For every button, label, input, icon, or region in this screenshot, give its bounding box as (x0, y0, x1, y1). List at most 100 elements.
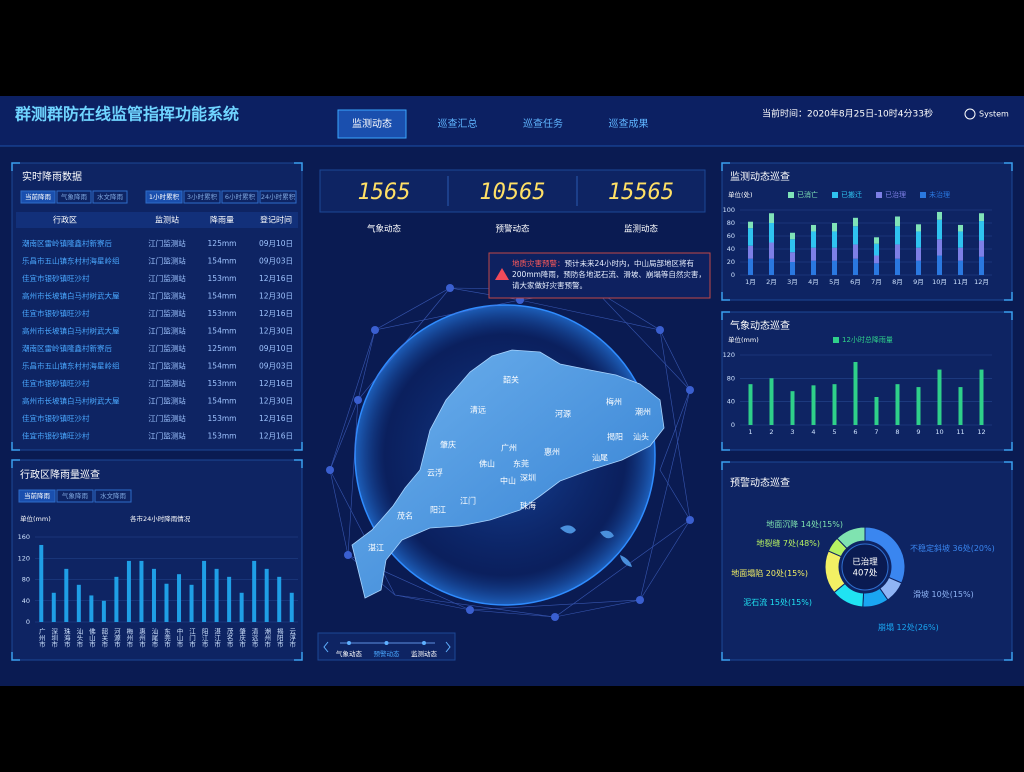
y-tick-label: 80 (22, 576, 30, 584)
nav-dot[interactable] (384, 641, 389, 645)
donut-label: 泥石流 15处(15%) (743, 597, 812, 607)
bar-segment (916, 260, 921, 275)
table-cell: 154mm (208, 397, 237, 406)
table-cell: 125mm (208, 344, 237, 353)
table-cell: 153mm (208, 274, 237, 283)
tab[interactable] (56, 489, 94, 503)
city-label: 河源 (555, 409, 571, 419)
table-cell: 佳宜市银砂镇旺沙村 (22, 431, 90, 441)
bar (189, 584, 194, 622)
city-label: 阳江 (430, 506, 446, 515)
table-cell: 09月10日 (259, 344, 293, 353)
nav-tab[interactable]: 巡查成果 (609, 117, 649, 130)
tab[interactable] (221, 190, 259, 204)
nav-label[interactable]: 预警动态 (374, 649, 401, 658)
bar-segment (895, 216, 900, 227)
tab[interactable] (259, 190, 297, 204)
bar-segment (853, 226, 858, 245)
bar-segment (790, 239, 795, 253)
tab-label[interactable]: 当前降雨 (25, 192, 52, 201)
user-icon (964, 108, 976, 120)
nav-label[interactable]: 气象动态 (336, 649, 363, 658)
city-label: 清远 (470, 405, 486, 415)
y-tick-label: 120 (723, 351, 735, 359)
bar-segment (811, 224, 816, 232)
x-tick-label: 11月 (953, 278, 968, 286)
table-cell: 江门监测站 (148, 343, 186, 353)
x-tick-label: 1月 (745, 278, 756, 286)
value-label: 36处(20%) (953, 543, 995, 553)
donut-label: 地面塌陷 20处(15%) (731, 568, 808, 578)
tab[interactable] (56, 190, 92, 204)
x-tick-label: 韶关市 (100, 627, 108, 649)
x-tick-label: 1 (748, 428, 752, 436)
x-tick-label: 湛江市 (213, 628, 221, 649)
tab-label[interactable]: 气象降雨 (62, 491, 89, 500)
tab[interactable] (145, 190, 183, 204)
tab[interactable] (20, 190, 56, 204)
tab-label[interactable]: 气象降雨 (61, 192, 88, 201)
tab-label[interactable]: 水文降雨 (100, 491, 127, 500)
table-cell: 154mm (208, 327, 237, 336)
city-label: 佛山 (479, 459, 495, 469)
bar (937, 369, 942, 425)
nav-dot[interactable] (422, 641, 426, 645)
x-tick-label: 珠海市 (62, 627, 70, 649)
value-label: 20处(15%) (766, 568, 808, 578)
tab[interactable] (94, 489, 132, 503)
donut-label: 地面沉降 14处(15%) (766, 519, 843, 529)
bar (214, 568, 219, 622)
nav-tab[interactable]: 巡查汇总 (438, 117, 478, 130)
stat-value: 1565 (358, 180, 411, 205)
bar-segment (811, 231, 816, 248)
column-header: 降雨量 (210, 215, 234, 225)
bar-segment (874, 263, 879, 275)
bar-segment (853, 258, 858, 275)
table-header-bg (16, 212, 298, 228)
tab-label[interactable]: 当前降雨 (24, 491, 51, 500)
bar (958, 387, 963, 425)
city-label: 江门 (460, 496, 476, 506)
nav-tab[interactable]: 监测动态 (352, 117, 392, 130)
table-cell: 乐昌市五山镇东村村海星岭组 (22, 361, 120, 371)
panel-title: 预警动态巡查 (730, 476, 790, 489)
legend-label: 12小时总降雨量 (842, 335, 893, 344)
nav-tab[interactable]: 巡查任务 (523, 117, 563, 130)
bar-segment (958, 224, 963, 232)
x-tick-label: 5 (832, 428, 836, 436)
legend-label: 已消亡 (797, 190, 818, 199)
x-tick-label: 12 (977, 428, 985, 436)
tab-label[interactable]: 3小时累积 (187, 192, 218, 201)
table-cell: 佳宜市银砂镇旺沙村 (22, 413, 90, 423)
bar (177, 574, 182, 622)
clock: 当前时间：2020年8月25日-10时4分33秒 (762, 108, 933, 120)
tab-label[interactable]: 水文降雨 (97, 192, 124, 201)
axis-unit: 单位(mm) (20, 514, 51, 523)
city-label: 云浮 (427, 468, 443, 478)
x-tick-label: 2 (769, 428, 773, 436)
y-tick-label: 120 (18, 554, 30, 562)
bar-segment (874, 237, 879, 244)
nav-dot[interactable] (347, 641, 351, 645)
bar-segment (979, 221, 984, 241)
x-tick-label: 清远市 (250, 627, 258, 649)
tab-label[interactable]: 24小时累积 (261, 192, 296, 201)
user[interactable]: System (979, 110, 1009, 119)
tab-label[interactable]: 6小时累积 (225, 192, 256, 201)
x-tick-label: 8 (895, 428, 899, 436)
app-title: 群测群防在线监管指挥功能系统 (15, 105, 239, 124)
nav-label[interactable]: 监测动态 (411, 649, 438, 658)
x-tick-label: 阳江市 (200, 627, 208, 649)
nav-arrows[interactable] (323, 641, 451, 653)
table-cell: 江门监测站 (148, 256, 186, 266)
tab[interactable] (183, 190, 221, 204)
panel-title: 监测动态巡查 (730, 170, 790, 183)
bar (114, 576, 119, 622)
x-tick-label: 佛山市 (87, 627, 95, 649)
tab-label[interactable]: 1小时累积 (149, 192, 180, 201)
tab[interactable] (92, 190, 128, 204)
bar (979, 369, 984, 425)
bar (151, 568, 156, 622)
value-label: 10处(15%) (932, 589, 974, 599)
tab[interactable] (18, 489, 56, 503)
